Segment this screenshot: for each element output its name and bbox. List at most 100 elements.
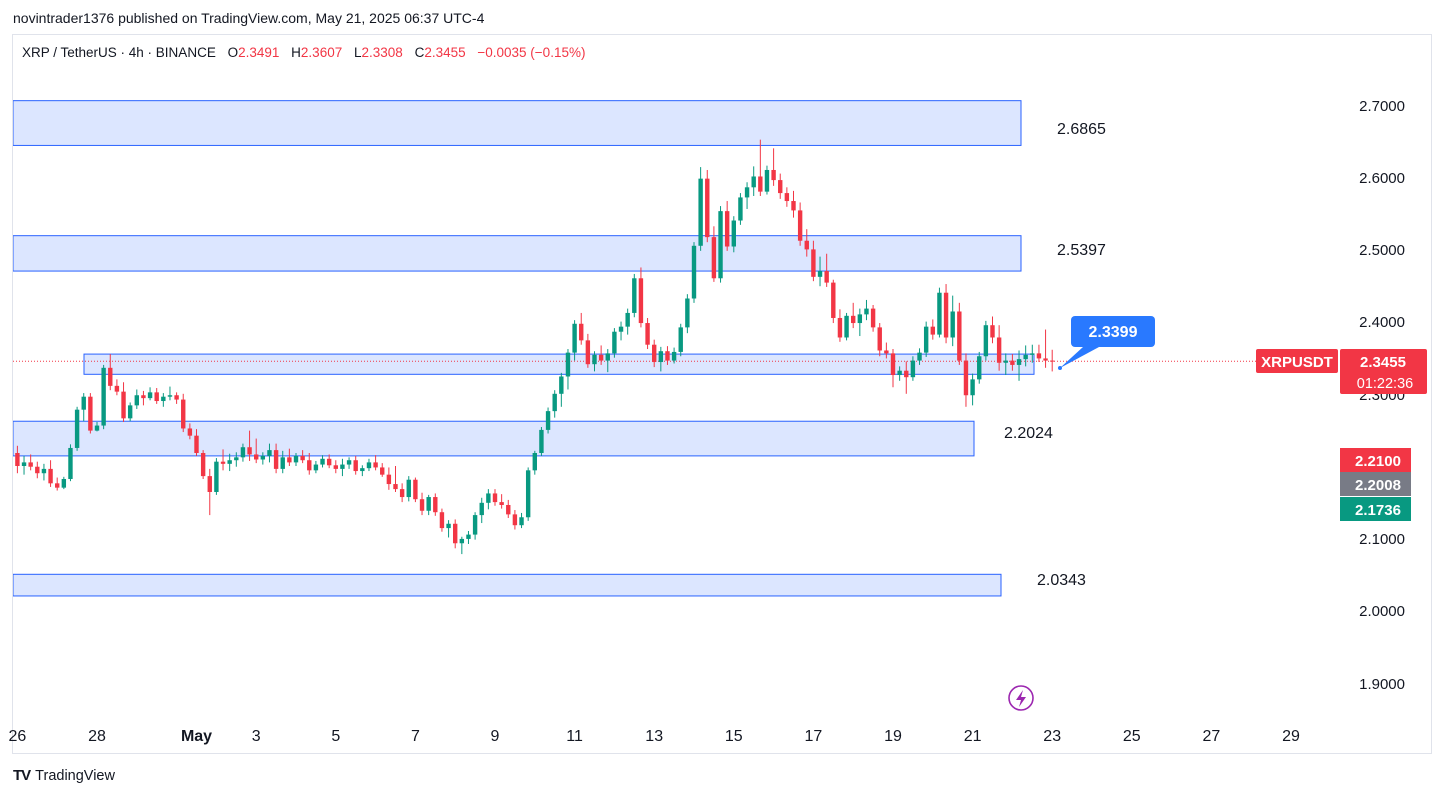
- candle-body: [625, 312, 630, 327]
- candle-body: [572, 323, 577, 353]
- candle-body: [632, 278, 637, 313]
- candle-body: [35, 466, 40, 474]
- price-tag: [1340, 497, 1411, 521]
- candle-body: [1050, 360, 1055, 362]
- candle-body: [824, 271, 829, 283]
- candle-body: [1043, 358, 1048, 361]
- candle-body: [459, 538, 465, 544]
- candle-body: [638, 278, 644, 324]
- candle-body: [426, 497, 431, 511]
- x-axis-tick-label: 27: [1203, 728, 1221, 745]
- low-value: 2.3308: [361, 45, 403, 60]
- candle-body: [88, 396, 93, 431]
- candle-body: [240, 447, 246, 458]
- candle-body: [141, 395, 146, 399]
- x-axis-tick-label: 26: [9, 728, 27, 745]
- price-tag: [1340, 448, 1411, 472]
- candle-body: [837, 317, 843, 338]
- last-price-tag: [1340, 349, 1427, 394]
- close-label: C: [414, 45, 425, 60]
- x-axis-tick-label: 13: [645, 728, 663, 745]
- candle-body: [612, 331, 617, 354]
- candle-body: [731, 220, 736, 247]
- y-axis-tick-label: 2.0000: [1359, 603, 1405, 620]
- candle-body: [605, 353, 610, 361]
- candle-body: [778, 180, 783, 194]
- candle-body: [831, 282, 836, 318]
- ohlc-legend: XRP / TetherUS · 4h · BINANCE O2.3491 H2…: [22, 45, 585, 60]
- candle-body: [247, 447, 252, 455]
- candle-body: [937, 292, 942, 335]
- change-value: −0.0035 (−0.15%): [477, 45, 586, 60]
- candle-body: [552, 393, 557, 412]
- candle-body: [691, 245, 697, 299]
- candle-body: [797, 210, 803, 241]
- candle-body: [340, 464, 345, 469]
- candle-body: [811, 249, 816, 277]
- candle-body: [751, 176, 756, 188]
- candle-body: [525, 470, 531, 518]
- candle-body: [114, 385, 120, 392]
- candle-body: [386, 474, 392, 485]
- candle-body: [167, 395, 173, 397]
- candle-body: [439, 512, 445, 529]
- candle-body: [472, 515, 478, 535]
- candle-body: [897, 370, 902, 376]
- candle-body: [419, 499, 425, 511]
- candle-body: [870, 308, 876, 328]
- candle-body: [585, 340, 591, 365]
- y-axis-tick-label: 2.5000: [1359, 242, 1405, 259]
- candle-body: [851, 315, 856, 324]
- candle-body: [678, 327, 683, 352]
- candle-body: [399, 489, 405, 498]
- callout-box: [1071, 316, 1155, 347]
- candle-body: [499, 502, 504, 505]
- candle-body: [764, 169, 770, 192]
- candle-body: [579, 323, 584, 341]
- publish-header: novintrader1376 published on TradingView…: [13, 10, 485, 26]
- candle-body: [293, 455, 299, 463]
- candle-body: [181, 399, 186, 429]
- candle-body: [758, 176, 763, 192]
- x-axis-tick-label: 21: [964, 728, 982, 745]
- callout-label: 2.3399: [1089, 324, 1138, 341]
- candle-body: [771, 169, 776, 181]
- candle-body: [996, 337, 1002, 363]
- candle-body: [665, 351, 670, 361]
- candle-body: [990, 325, 995, 338]
- x-axis-tick-label: 17: [805, 728, 823, 745]
- lightning-bolt-icon: [1016, 690, 1026, 707]
- candle-body: [307, 460, 312, 471]
- footer-brand[interactable]: TV TradingView: [13, 767, 115, 784]
- candle-body: [711, 237, 717, 279]
- candle-body: [74, 409, 80, 448]
- last-price-value: 2.3455: [1360, 354, 1406, 371]
- candle-body: [333, 465, 338, 469]
- zone-box: [13, 420, 975, 457]
- candle-body: [645, 323, 650, 345]
- candle-body: [101, 367, 106, 426]
- price-tag-value: 2.1736: [1355, 502, 1401, 519]
- candle-body: [260, 455, 266, 460]
- price-tag: [1340, 472, 1411, 496]
- bar-countdown: 01:22:36: [1357, 376, 1413, 392]
- callout-pointer: [1060, 347, 1099, 368]
- x-axis-tick-label: 29: [1282, 728, 1300, 745]
- x-axis-tick-label: 7: [411, 728, 420, 745]
- candle-body: [41, 468, 47, 474]
- lightning-icon: [1008, 685, 1034, 711]
- y-axis-tick-label: 2.4000: [1359, 314, 1405, 331]
- high-value: 2.3607: [300, 45, 343, 60]
- candle-body: [652, 344, 657, 363]
- candle-body: [738, 197, 743, 221]
- candle-body: [923, 326, 929, 353]
- candle-body: [857, 314, 863, 324]
- x-axis-tick-label: 28: [88, 728, 106, 745]
- open-label: O: [227, 45, 239, 60]
- candle-body: [187, 428, 193, 436]
- candle-body: [512, 514, 518, 526]
- symbol-label[interactable]: XRP / TetherUS · 4h · BINANCE: [22, 45, 216, 60]
- candle-body: [346, 460, 352, 465]
- candle-body: [380, 467, 385, 475]
